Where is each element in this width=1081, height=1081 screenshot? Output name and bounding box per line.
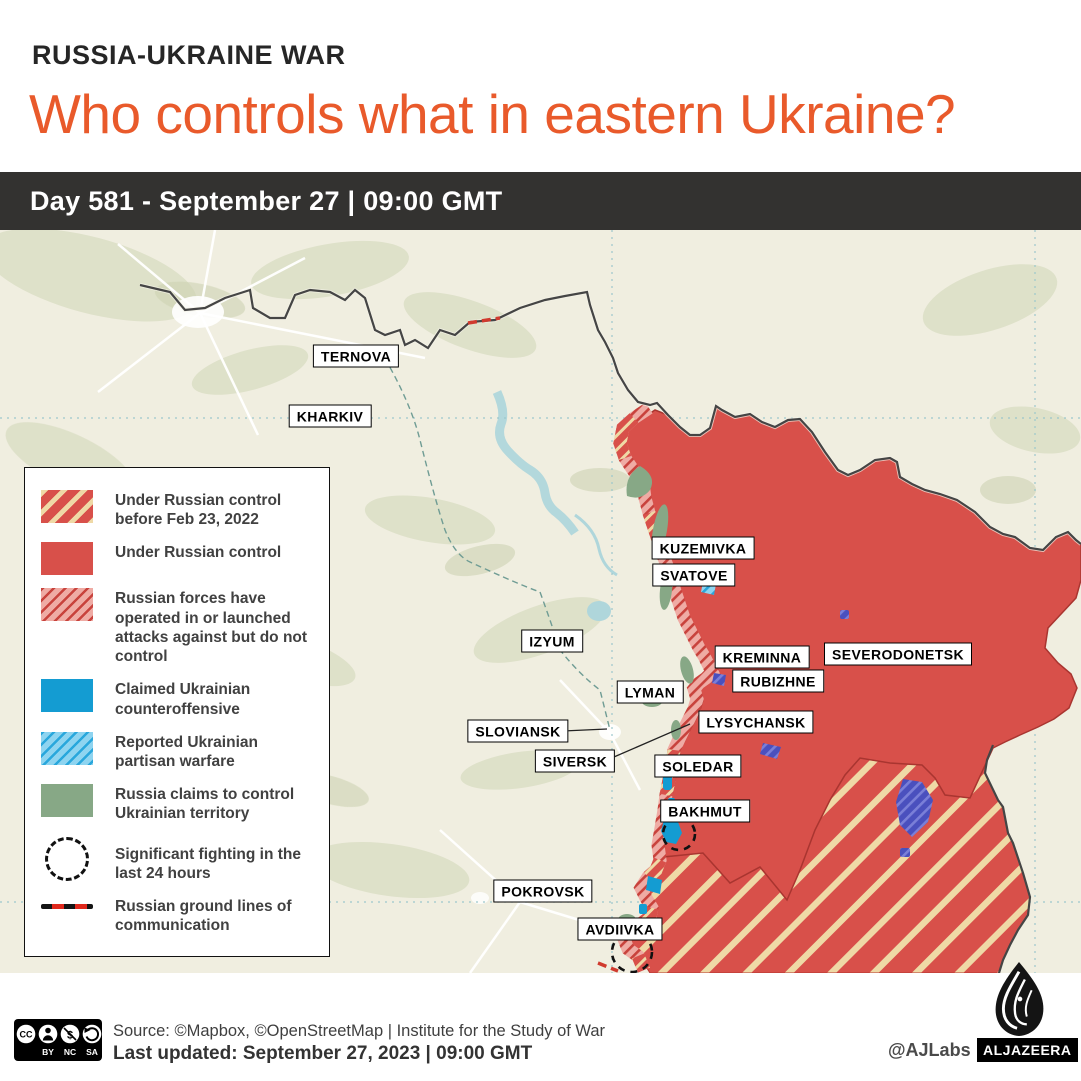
city-label-kharkiv: KHARKIV: [288, 404, 372, 428]
swatch-pre2022-icon: [41, 490, 93, 523]
city-label-sloviansk: SLOVIANSK: [467, 719, 569, 743]
aljazeera-logo: [995, 961, 1044, 1037]
city-label-bakhmut: BAKHMUT: [660, 799, 750, 823]
legend-item: Russia claims to control Ukrainian terri…: [41, 784, 313, 823]
gloc-lines: [467, 316, 619, 973]
swatch-attacked-icon: [41, 588, 93, 622]
city-label-izyum: IZYUM: [521, 629, 583, 653]
swatch-counteroffensive-icon: [41, 679, 93, 713]
city-label-siversk: SIVERSK: [534, 749, 616, 773]
legend-item: Under Russian control: [41, 542, 313, 576]
city-label-soledar: SOLEDAR: [654, 754, 742, 778]
swatch-claims-icon: [41, 784, 93, 818]
cc-nc-label: NC: [64, 1047, 76, 1057]
legend-item: Russian ground lines of communication: [41, 896, 313, 935]
legend-item: Russian forces have operated in or launc…: [41, 588, 313, 666]
source-line: Source: ©Mapbox, ©OpenStreetMap | Instit…: [113, 1022, 606, 1040]
leader-lines: [562, 723, 691, 761]
city-label-pokrovsk: POKROVSK: [493, 879, 593, 903]
city-label-kuzemivka: KUZEMIVKA: [651, 536, 755, 560]
kicker: RUSSIA-UKRAINE WAR: [32, 40, 346, 70]
city-label-svatove: SVATOVE: [652, 563, 736, 587]
fighting-circle-bakhmut: [661, 816, 697, 852]
city-label-severodonetsk: SEVERODONETSK: [824, 642, 972, 666]
city-label-avdiivka: AVDIIVKA: [577, 917, 663, 941]
page-title: Who controls what in eastern Ukraine?: [29, 83, 956, 145]
cc-icon: CC: [20, 1030, 33, 1040]
legend-item: Under Russian control before Feb 23, 202…: [41, 490, 313, 529]
aljazeera-wordmark: ALJAZEERA: [977, 1038, 1078, 1062]
last-updated: Last updated: September 27, 2023 | 09:00…: [113, 1043, 533, 1064]
legend-item: Reported Ukrainian partisan warfare: [41, 731, 313, 771]
swatch-gloc-line-icon: [41, 904, 93, 910]
legend-item: Claimed Ukrainian counteroffensive: [41, 679, 313, 718]
state-border: [139, 283, 1081, 973]
war-map: TERNOVA KHARKIV KUZEMIVKA SVATOVE IZYUM …: [0, 230, 1081, 973]
cc-sa-icon: [84, 1027, 99, 1042]
cc-license-badge: CC $ BY NC SA: [14, 1019, 102, 1061]
swatch-fighting-circle-icon: [45, 836, 89, 881]
city-label-kreminna: KREMINNA: [714, 645, 810, 669]
city-label-rubizhne: RUBIZHNE: [732, 669, 824, 693]
swatch-russian-control-icon: [41, 542, 93, 576]
legend-item: Significant fighting in the last 24 hour…: [41, 836, 313, 883]
legend: Under Russian control before Feb 23, 202…: [24, 467, 330, 957]
swatch-partisan-icon: [41, 731, 93, 765]
ajlabs-credit: @AJLabs: [888, 1040, 971, 1060]
cc-nc-icon: $: [63, 1027, 77, 1042]
city-label-ternova: TERNOVA: [312, 344, 400, 368]
cc-by-label: BY: [42, 1047, 54, 1057]
date-bar: Day 581 - September 27 | 09:00 GMT: [0, 172, 1081, 230]
lake: [587, 601, 611, 621]
cc-by-icon: [42, 1027, 54, 1041]
svg-text:$: $: [67, 1030, 73, 1042]
city-label-lysychansk: LYSYCHANSK: [698, 710, 814, 734]
region-partisan-in-red: [712, 610, 933, 857]
cc-sa-label: SA: [86, 1047, 98, 1057]
city-label-lyman: LYMAN: [616, 680, 684, 704]
